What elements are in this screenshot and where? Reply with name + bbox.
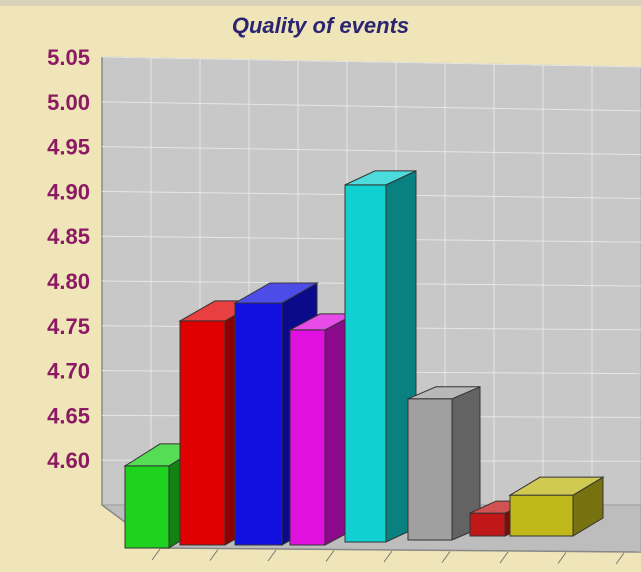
front-floor-edge: [159, 547, 641, 553]
bar-8-top: [508, 476, 605, 496]
x-tick: [499, 551, 509, 564]
y-tick-label: 4.70: [47, 359, 90, 384]
bar-6-top: [407, 386, 481, 400]
chart-title: Quality of events: [231, 13, 410, 38]
y-tick-label: 4.90: [47, 179, 90, 204]
bar-6-front: [407, 398, 453, 541]
y-tick-label: 4.95: [47, 135, 90, 160]
gridline: [101, 146, 641, 156]
x-tick: [383, 550, 393, 563]
x-tick: [441, 551, 451, 563]
y-tick-label: 5.00: [47, 90, 90, 115]
x-tick: [557, 552, 567, 564]
y-tick-label: 4.65: [47, 403, 90, 428]
y-tick-label: 4.75: [47, 314, 90, 339]
x-tick: [151, 548, 161, 561]
y-tick-label: 5.05: [47, 45, 90, 70]
y-tick-label: 4.85: [47, 224, 90, 249]
gridline: [101, 101, 641, 112]
top-strip: [0, 0, 641, 6]
x-tick: [267, 549, 277, 562]
bar-7-front: [469, 512, 506, 537]
y-tick-label: 4.60: [47, 448, 90, 473]
bar-8-front: [509, 494, 574, 537]
x-tick: [615, 552, 625, 565]
x-tick: [209, 549, 219, 561]
bar-1-front: [124, 465, 170, 549]
bar-4-front: [289, 329, 326, 546]
bar-5-front: [344, 184, 387, 543]
gridline: [101, 56, 641, 68]
y-tick-label: 4.80: [47, 269, 90, 294]
bar-3-top: [233, 282, 319, 304]
bar-2-front: [179, 320, 226, 546]
bar-3-front: [234, 302, 283, 546]
x-tick: [325, 550, 335, 562]
bar-5-top: [344, 170, 417, 186]
